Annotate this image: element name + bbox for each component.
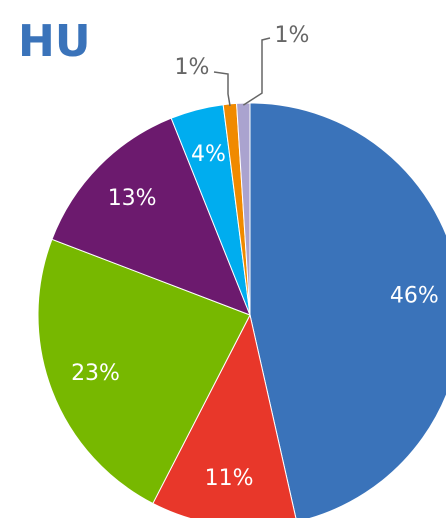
data-label: 11%: [205, 466, 254, 491]
pie-slice: [37, 238, 251, 505]
pie-slice: [249, 102, 446, 518]
chart-title: HU: [18, 16, 91, 67]
leader-line: [242, 37, 271, 106]
leader-line: [213, 71, 231, 107]
data-label: 1%: [275, 23, 310, 48]
pie-slice: [51, 117, 251, 316]
data-label: 46%: [390, 284, 439, 309]
data-label: 23%: [71, 361, 120, 386]
pie-slice: [152, 313, 297, 518]
pie-slice: [236, 102, 251, 316]
data-label: 13%: [108, 186, 157, 211]
data-label: 4%: [191, 142, 226, 167]
data-label: 1%: [175, 55, 210, 80]
